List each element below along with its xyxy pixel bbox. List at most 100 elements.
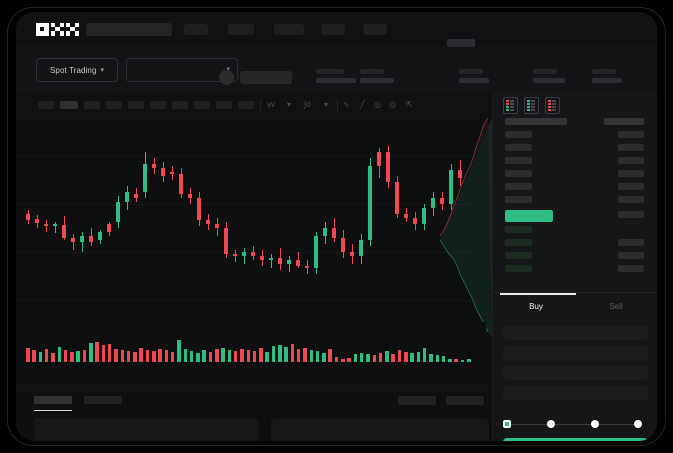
orderbook-bid-row[interactable] bbox=[505, 252, 532, 259]
global-search-input[interactable] bbox=[86, 23, 172, 36]
orderbook-view-asks-icon[interactable] bbox=[545, 97, 560, 114]
market-type-dropdown[interactable]: Spot Trading ▾ bbox=[36, 58, 118, 82]
volume-bar bbox=[404, 352, 408, 362]
volume-bar bbox=[95, 342, 99, 362]
nav-item-5[interactable] bbox=[363, 24, 387, 35]
market-type-label: Spot Trading bbox=[49, 65, 97, 75]
orderbook-view-toggles bbox=[503, 97, 560, 114]
orderbook-ask-row[interactable] bbox=[505, 183, 532, 190]
okx-logo[interactable] bbox=[36, 23, 79, 36]
orderbook-ask-size[interactable] bbox=[618, 170, 644, 177]
order-type-field[interactable] bbox=[503, 326, 648, 340]
volume-bar bbox=[397, 350, 402, 362]
chevron-down-icon[interactable]: ▾ bbox=[287, 100, 292, 109]
slider-dot-0[interactable] bbox=[503, 420, 511, 428]
place-order-button[interactable] bbox=[503, 438, 648, 441]
volume-bar bbox=[44, 349, 49, 362]
order-form bbox=[493, 322, 657, 412]
slider-dot-2[interactable] bbox=[591, 420, 599, 428]
timeframe-8[interactable] bbox=[194, 101, 210, 109]
timeframe-5[interactable] bbox=[128, 101, 144, 109]
orderbook-bid-size[interactable] bbox=[618, 252, 644, 259]
volume-bar bbox=[196, 353, 200, 362]
stat-24h-volume bbox=[592, 69, 622, 83]
trading-pair-name bbox=[240, 71, 292, 84]
pair-avatar bbox=[219, 70, 234, 85]
candle bbox=[44, 118, 49, 322]
nav-item-2[interactable] bbox=[228, 24, 254, 35]
timeframe-3[interactable] bbox=[84, 101, 100, 109]
orderbook-view-bids-icon[interactable] bbox=[524, 97, 539, 114]
orderbook-ask-row[interactable] bbox=[505, 196, 532, 203]
volume-bar bbox=[372, 355, 377, 362]
chevron-down-icon: ▾ bbox=[100, 66, 105, 74]
volume-bar bbox=[278, 345, 282, 362]
tab-buy[interactable]: Buy bbox=[529, 302, 543, 311]
candle bbox=[350, 118, 355, 322]
orderbook-ask-row[interactable] bbox=[505, 144, 532, 151]
camera-icon[interactable]: ◎ bbox=[374, 100, 381, 109]
bottom-card-right[interactable] bbox=[271, 418, 489, 441]
orderbook-bid-row[interactable] bbox=[505, 239, 532, 246]
chevron-down-icon-2[interactable]: ▾ bbox=[324, 100, 329, 109]
volume-bar bbox=[246, 350, 251, 362]
bottom-action-1[interactable] bbox=[398, 396, 436, 405]
timeframe-6[interactable] bbox=[150, 101, 166, 109]
orderbook-ask-row[interactable] bbox=[505, 170, 532, 177]
orderbook-bid-row[interactable] bbox=[505, 265, 532, 272]
timeframe-1[interactable] bbox=[38, 101, 54, 109]
orderbook-view-both-icon[interactable] bbox=[503, 97, 518, 114]
volume-bar bbox=[120, 350, 125, 362]
trading-pair-dropdown[interactable]: ▾ bbox=[126, 58, 238, 82]
orderbook-ask-row[interactable] bbox=[505, 157, 532, 164]
timeframe-4[interactable] bbox=[106, 101, 122, 109]
candle bbox=[35, 118, 40, 322]
indicators-icon[interactable]: ∫σ bbox=[304, 100, 312, 109]
bottom-action-2[interactable] bbox=[446, 396, 484, 405]
orderbook-ask-row[interactable] bbox=[505, 131, 532, 138]
candle bbox=[224, 118, 229, 322]
orderbook-bid-size[interactable] bbox=[618, 265, 644, 272]
candlestick-type-icon[interactable]: ᴠᴠ bbox=[267, 100, 275, 109]
orderbook-ask-size[interactable] bbox=[618, 196, 644, 203]
amount-slider[interactable] bbox=[503, 418, 648, 432]
volume-bar bbox=[107, 344, 112, 362]
candle bbox=[143, 118, 148, 322]
nav-item-3[interactable] bbox=[274, 24, 304, 35]
orderbook-bid-size[interactable] bbox=[618, 239, 644, 246]
tab-sell[interactable]: Sell bbox=[609, 302, 623, 311]
nav-item-1[interactable] bbox=[184, 24, 208, 35]
volume-bar bbox=[378, 353, 383, 362]
stat-24h-high bbox=[459, 69, 489, 83]
nav-item-4[interactable] bbox=[321, 24, 345, 35]
candle bbox=[368, 118, 373, 322]
volume-bar bbox=[441, 356, 446, 362]
total-field[interactable] bbox=[503, 386, 648, 400]
drawing-tools-icon[interactable]: ╱ bbox=[360, 100, 365, 109]
timeframe-7[interactable] bbox=[172, 101, 188, 109]
volume-bar bbox=[38, 352, 43, 362]
volume-bar bbox=[271, 346, 276, 362]
slider-dot-1[interactable] bbox=[547, 420, 555, 428]
line-chart-icon[interactable]: ∿ bbox=[343, 100, 350, 109]
slider-dot-3[interactable] bbox=[634, 420, 642, 428]
amount-field[interactable] bbox=[503, 366, 648, 380]
orderbook-ask-size[interactable] bbox=[618, 157, 644, 164]
timeframe-10[interactable] bbox=[238, 101, 254, 109]
timeframe-9[interactable] bbox=[216, 101, 232, 109]
bottom-card-left[interactable] bbox=[34, 418, 258, 441]
orderbook-ask-size[interactable] bbox=[618, 183, 644, 190]
orderbook-ask-size[interactable] bbox=[618, 144, 644, 151]
volume-bar bbox=[189, 351, 194, 362]
settings-gear-icon[interactable]: ◎ bbox=[389, 100, 396, 109]
candle bbox=[287, 118, 292, 322]
fullscreen-icon[interactable]: ⇱ bbox=[406, 100, 413, 109]
orderbook-ask-size[interactable] bbox=[618, 131, 644, 138]
price-field[interactable] bbox=[503, 346, 648, 360]
orderbook-bid-row[interactable] bbox=[505, 226, 532, 233]
bottom-tab-order-history[interactable] bbox=[84, 396, 122, 404]
stat-last-price bbox=[316, 69, 356, 83]
timeframe-2[interactable] bbox=[60, 101, 78, 109]
bottom-tab-open-orders[interactable] bbox=[34, 396, 72, 404]
orderbook-rows[interactable] bbox=[493, 118, 657, 292]
